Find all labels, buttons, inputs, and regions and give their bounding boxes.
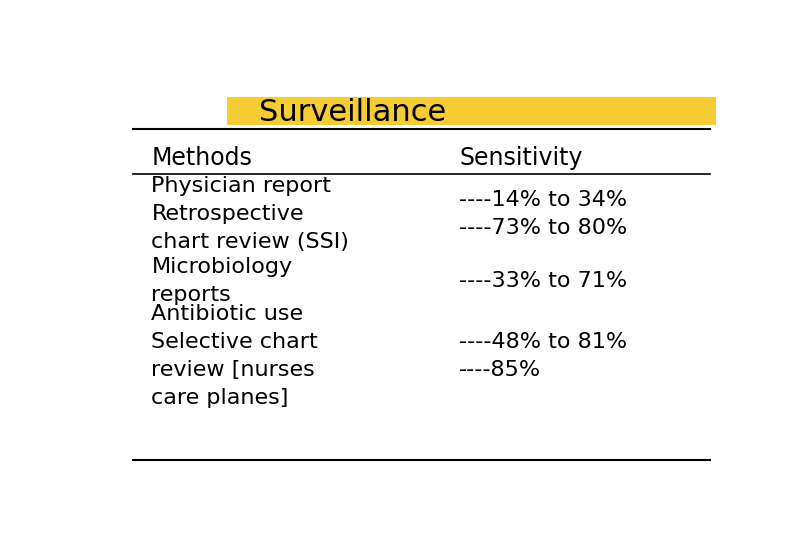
Text: ----33% to 71%: ----33% to 71% [459,271,627,291]
Text: Surveillance: Surveillance [258,98,446,127]
Text: ----14% to 34%
----73% to 80%: ----14% to 34% ----73% to 80% [459,191,627,239]
Text: Methods: Methods [151,146,253,170]
Text: ----48% to 81%
----85%: ----48% to 81% ----85% [459,332,627,380]
Text: Microbiology
reports: Microbiology reports [151,257,292,305]
Text: Sensitivity: Sensitivity [459,146,582,170]
Text: Physician report
Retrospective
chart review (SSI): Physician report Retrospective chart rev… [151,177,349,253]
Text: Antibiotic use
Selective chart
review [nurses
care planes]: Antibiotic use Selective chart review [n… [151,304,318,408]
FancyBboxPatch shape [227,97,716,125]
